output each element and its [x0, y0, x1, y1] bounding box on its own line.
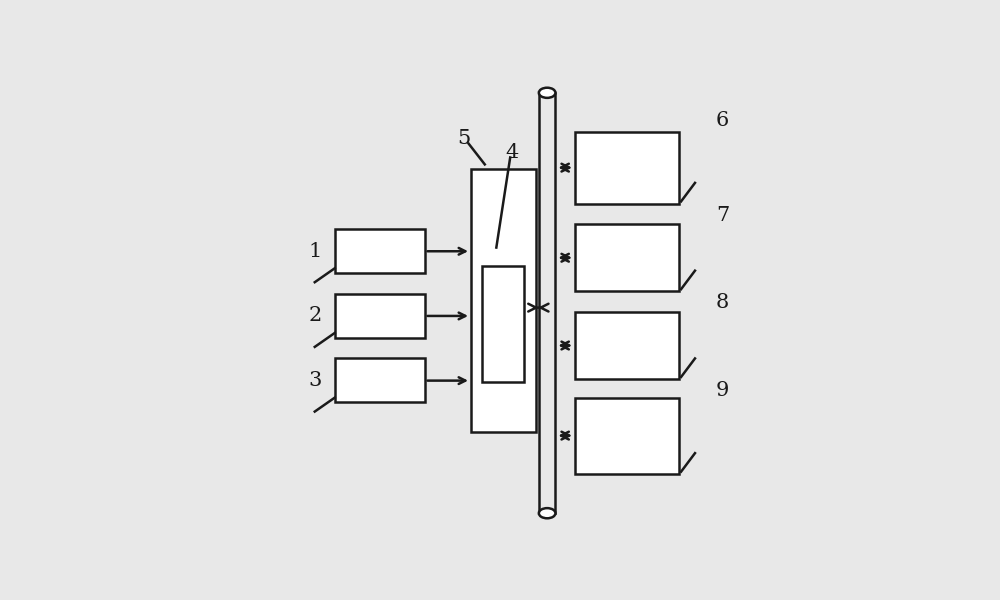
Ellipse shape: [539, 88, 555, 98]
Bar: [575, 132, 679, 203]
Text: 6: 6: [716, 111, 729, 130]
Text: 5: 5: [457, 130, 471, 148]
Ellipse shape: [539, 508, 555, 518]
Text: 3: 3: [308, 371, 321, 390]
Text: 4: 4: [506, 143, 519, 163]
Bar: [575, 398, 679, 474]
Bar: [335, 294, 425, 338]
Text: 2: 2: [308, 307, 321, 325]
Bar: [575, 312, 679, 379]
Bar: [575, 224, 679, 292]
Text: 9: 9: [716, 381, 729, 400]
Bar: [471, 169, 536, 433]
Bar: [482, 266, 524, 382]
Text: 1: 1: [308, 242, 321, 261]
Bar: [335, 358, 425, 403]
Text: 8: 8: [716, 293, 729, 313]
Text: 7: 7: [716, 206, 729, 225]
Bar: [335, 229, 425, 273]
